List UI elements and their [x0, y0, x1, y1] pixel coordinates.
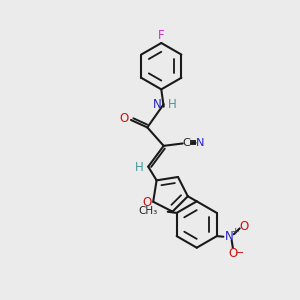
- Text: O: O: [228, 247, 238, 260]
- Text: H: H: [168, 98, 177, 111]
- Text: +: +: [232, 227, 239, 236]
- Text: N: N: [153, 98, 162, 111]
- Text: C: C: [183, 138, 190, 148]
- Text: H: H: [135, 161, 143, 174]
- Text: O: O: [119, 112, 128, 125]
- Text: N: N: [196, 138, 204, 148]
- Text: O: O: [239, 220, 248, 233]
- Text: −: −: [235, 248, 244, 258]
- Text: F: F: [158, 29, 165, 42]
- Text: CH₃: CH₃: [139, 206, 158, 216]
- Text: O: O: [142, 196, 151, 209]
- Text: N: N: [225, 230, 234, 243]
